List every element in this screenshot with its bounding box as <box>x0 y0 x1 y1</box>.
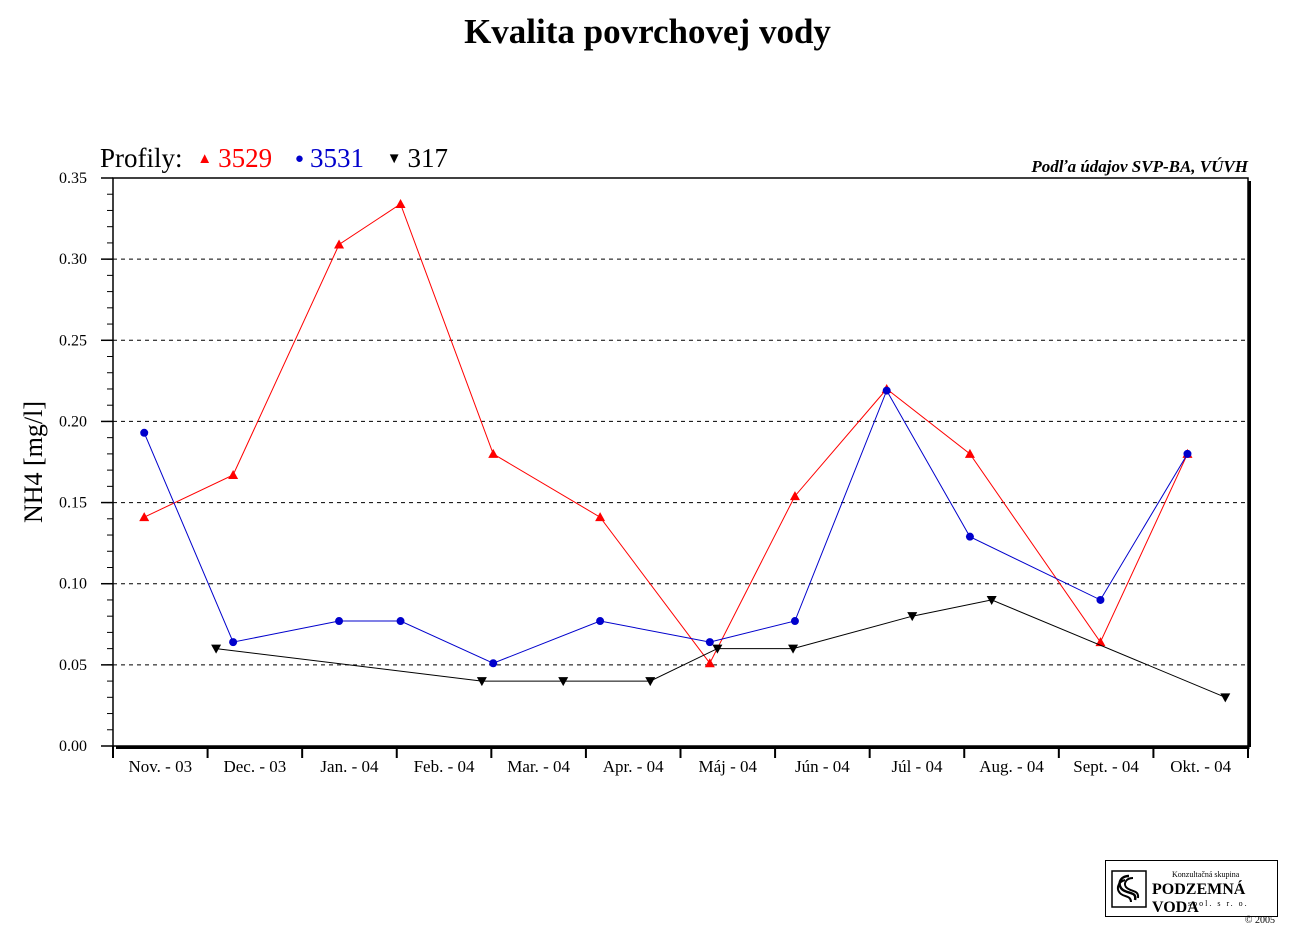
data-point-3531 <box>335 617 344 626</box>
series-line-317 <box>216 599 1226 698</box>
x-tick-label: Mar. - 04 <box>507 757 570 776</box>
legend-item-3529: 3529 <box>218 143 273 173</box>
data-point-317 <box>712 644 723 654</box>
data-point-3529 <box>334 239 345 249</box>
logo-sub-text: spol. s r. o. <box>1188 899 1249 908</box>
data-point-317 <box>986 595 997 605</box>
data-point-3531 <box>1096 595 1105 604</box>
data-point-317 <box>558 677 569 687</box>
data-point-3531 <box>965 532 974 541</box>
legend-item-317: 317 <box>407 143 449 173</box>
x-tick-label: Dec. - 03 <box>223 757 286 776</box>
data-point-3531 <box>229 638 238 647</box>
data-point-3529 <box>395 198 406 208</box>
x-tick-label: Nov. - 03 <box>128 757 192 776</box>
data-point-3529 <box>964 448 975 458</box>
data-point-317 <box>1220 693 1231 703</box>
y-tick-label: 0.15 <box>59 495 87 512</box>
data-point-3531 <box>705 638 714 647</box>
circle-icon: ● <box>294 151 304 167</box>
y-tick-label: 0.25 <box>59 332 87 349</box>
y-tick-label: 0.00 <box>59 738 87 755</box>
logo-mark-icon <box>1111 870 1147 908</box>
data-point-317 <box>476 677 487 687</box>
data-point-3531 <box>596 617 605 626</box>
data-point-317 <box>645 677 656 687</box>
data-point-3531 <box>1183 449 1192 458</box>
data-point-3531 <box>489 659 498 668</box>
logo-top-text: Konzultačná skupina <box>1172 870 1240 879</box>
copyright: © 2005 <box>1244 915 1275 926</box>
data-point-3529 <box>595 512 606 522</box>
y-tick-label: 0.30 <box>59 251 87 268</box>
legend: Profily: ▲ 3529 ● 3531 ▼ 317 <box>100 143 456 174</box>
company-logo: Konzultačná skupina PODZEMNÁ VODA spol. … <box>1105 860 1278 917</box>
legend-prefix: Profily: <box>100 143 183 173</box>
data-point-3531 <box>140 428 149 437</box>
data-point-3529 <box>228 469 239 479</box>
data-point-317 <box>788 644 799 654</box>
plot-frame <box>112 177 1249 747</box>
y-tick-label: 0.10 <box>59 576 87 593</box>
legend-item-3531: 3531 <box>309 143 364 173</box>
data-point-3531 <box>882 386 891 395</box>
data-point-3529 <box>789 491 800 501</box>
triangle-down-icon: ▼ <box>386 151 402 167</box>
y-tick-label: 0.05 <box>59 657 87 674</box>
data-point-3529 <box>139 512 150 522</box>
series-line-3529 <box>143 203 1188 665</box>
data-point-317 <box>211 644 222 654</box>
data-point-317 <box>907 612 918 622</box>
source-note: Podľa údajov SVP-BA, VÚVH <box>1031 157 1248 176</box>
x-tick-label: Sept. - 04 <box>1073 757 1139 776</box>
y-axis-label: NH4 [mg/l] <box>19 401 48 523</box>
y-tick-label: 0.35 <box>59 170 87 187</box>
x-tick-label: Aug. - 04 <box>979 757 1044 776</box>
x-tick-label: Okt. - 04 <box>1170 757 1231 776</box>
x-tick-label: Jún - 04 <box>795 757 850 776</box>
x-tick-label: Feb. - 04 <box>414 757 475 776</box>
data-point-3529 <box>704 658 715 668</box>
x-tick-label: Júl - 04 <box>891 757 943 776</box>
chart-title: Kvalita povrchovej vody <box>464 12 831 51</box>
y-tick-label: 0.20 <box>59 413 87 430</box>
x-tick-label: Apr. - 04 <box>603 757 664 776</box>
data-point-3531 <box>790 617 799 626</box>
data-point-3529 <box>488 448 499 458</box>
x-tick-label: Jan. - 04 <box>320 757 379 776</box>
logo-main-text: PODZEMNÁ VODA <box>1152 881 1246 916</box>
series-line-3531 <box>143 389 1188 664</box>
x-tick-label: Máj - 04 <box>699 757 758 776</box>
triangle-up-icon: ▲ <box>197 151 213 167</box>
data-point-3531 <box>396 617 405 626</box>
